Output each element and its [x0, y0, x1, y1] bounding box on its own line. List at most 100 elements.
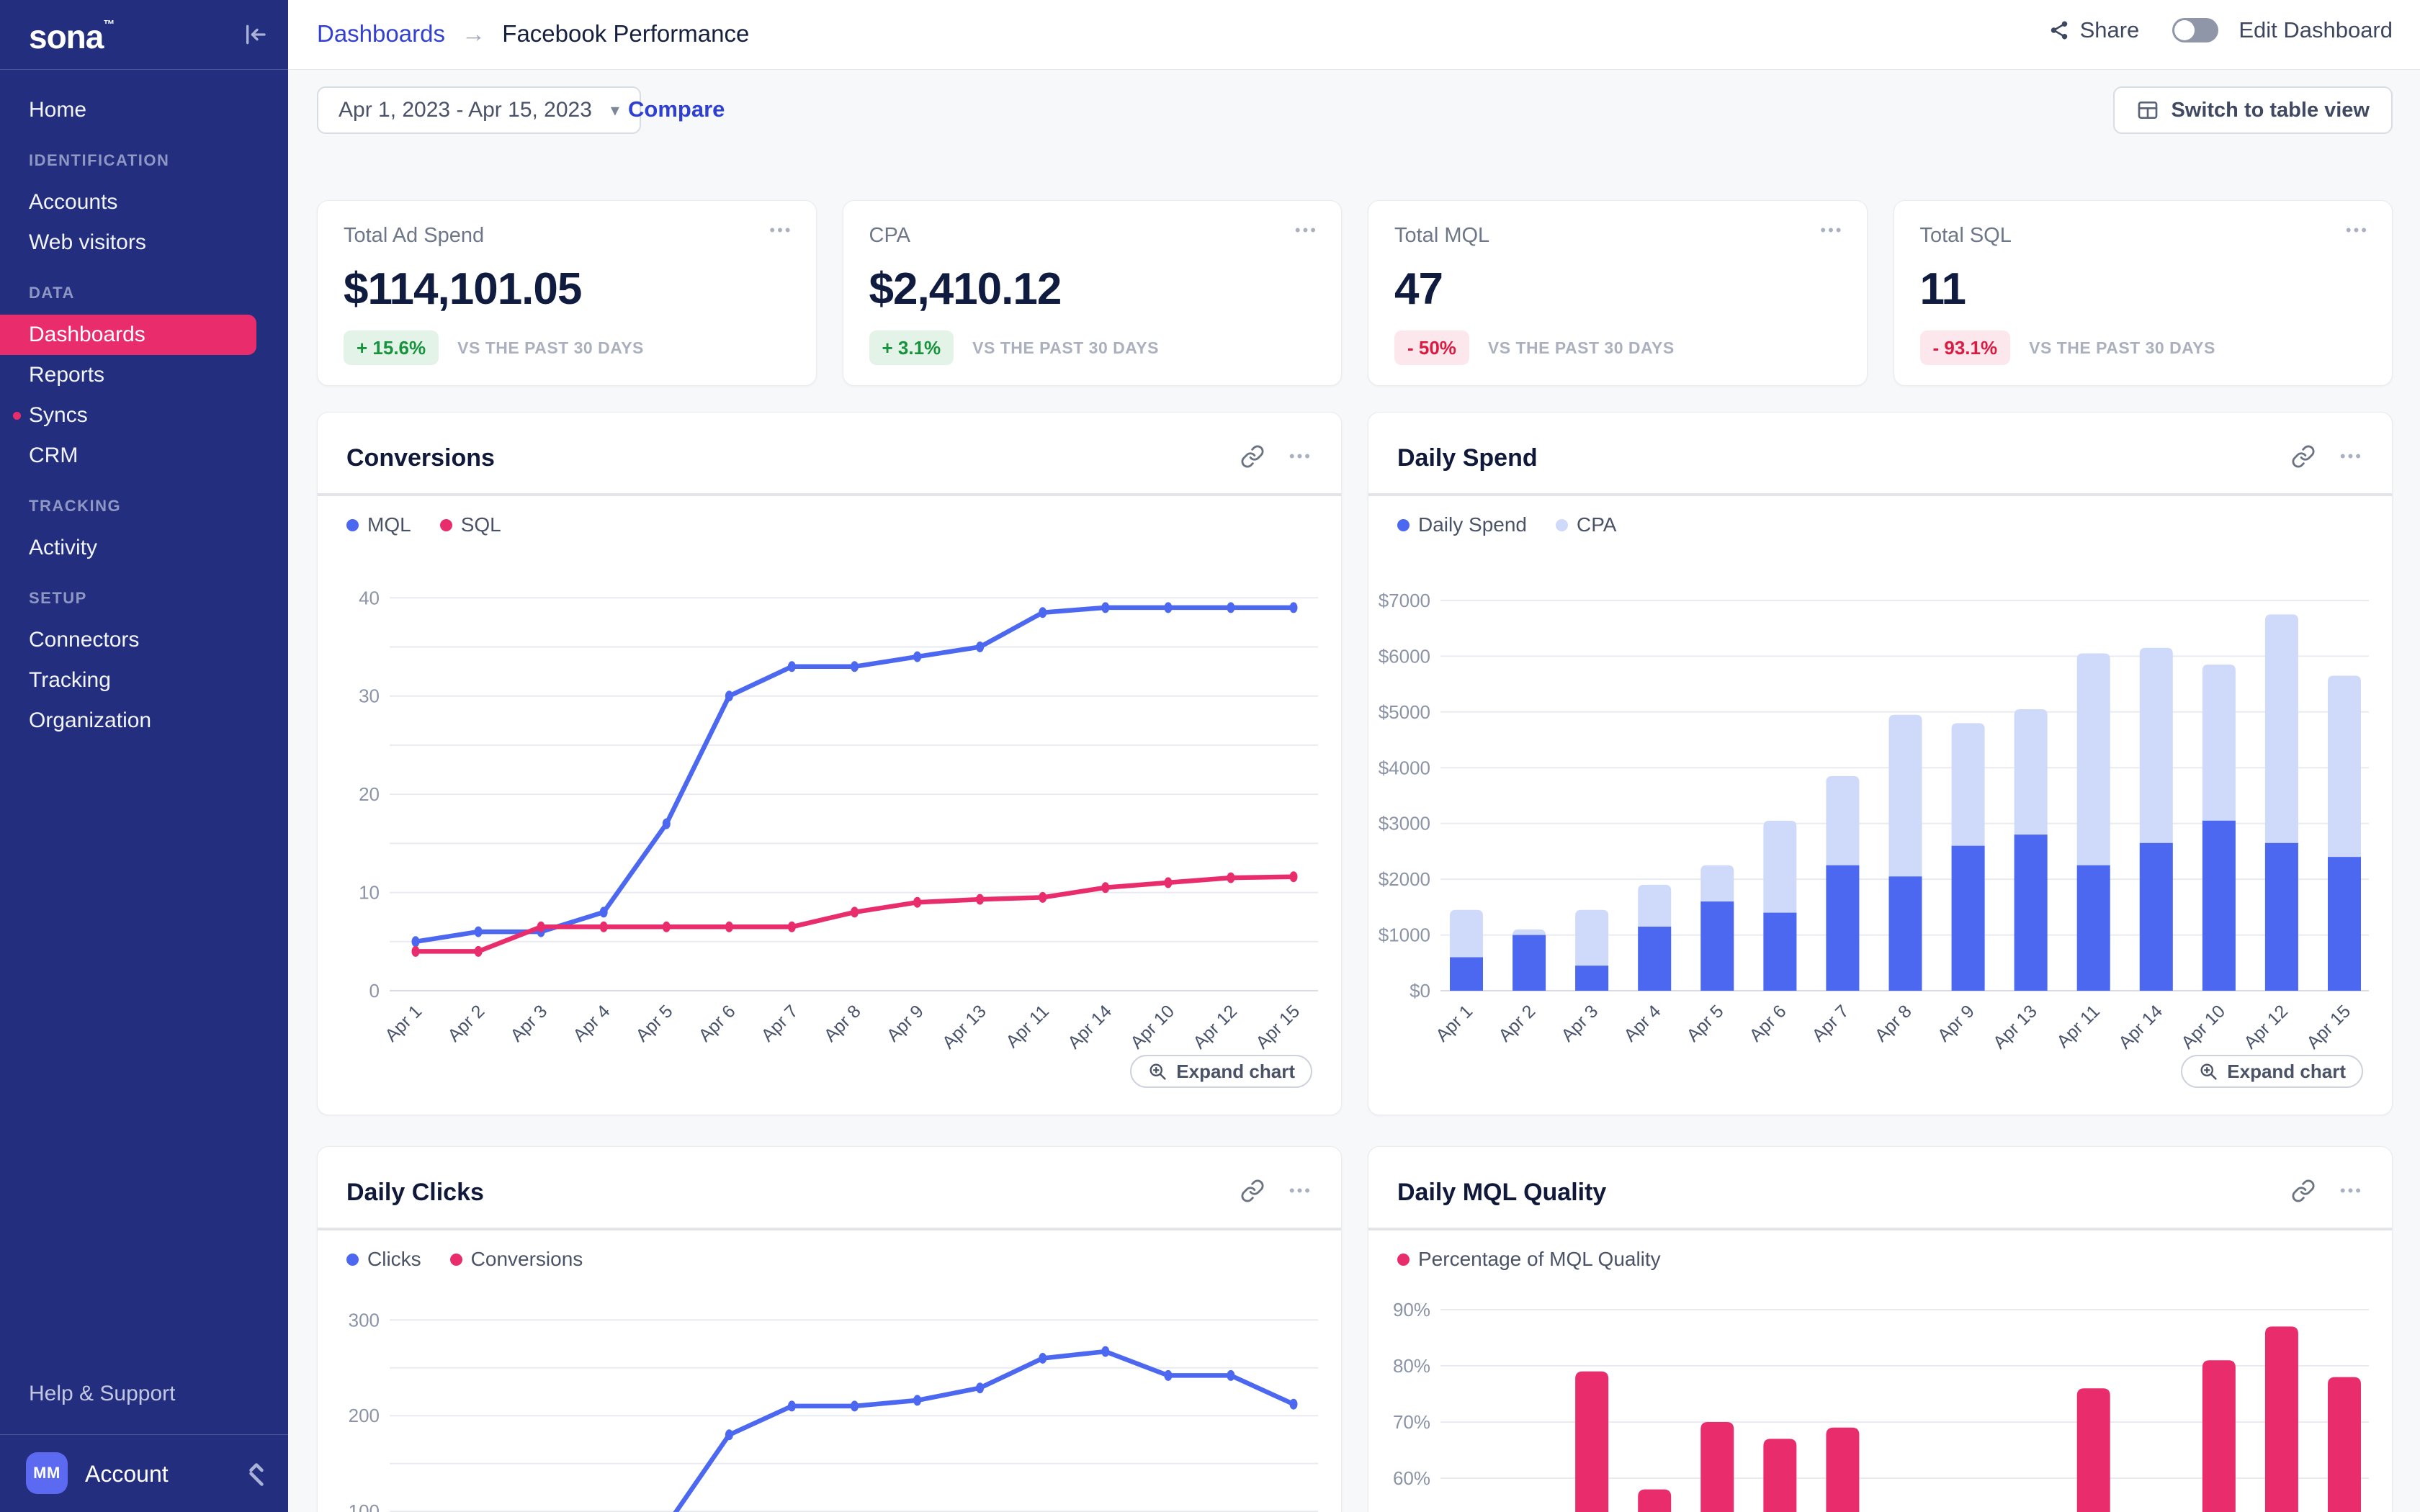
legend-item-sql[interactable]: SQL [439, 513, 501, 536]
legend-dot-icon [449, 1253, 462, 1266]
legend-item-cpa[interactable]: CPA [1555, 513, 1616, 536]
compare-button[interactable]: Compare [628, 96, 725, 122]
sidebar-item-tracking[interactable]: Tracking [0, 660, 256, 701]
kpi-delta-row: + 15.6% VS THE PAST 30 DAYS [344, 330, 644, 365]
svg-text:Apr 10: Apr 10 [1126, 1001, 1178, 1053]
svg-text:100: 100 [349, 1500, 380, 1512]
svg-text:Apr 15: Apr 15 [1252, 1001, 1304, 1053]
account-menu[interactable]: MM Account [0, 1435, 288, 1512]
kpi-card-total-mql: Total MQL ••• 47 - 50% VS THE PAST 30 DAYS [1368, 200, 1868, 386]
sidebar-item-connectors[interactable]: Connectors [0, 620, 256, 660]
chart-canvas-conversions[interactable]: 0 10 20 30 40 Apr 1 Apr 2 Apr 3 Apr 4 Apr 5 Apr 6 A… [318, 570, 1341, 1092]
kpi-title: CPA [869, 224, 910, 247]
expand-chart-button[interactable]: Expand chart [2181, 1055, 2363, 1088]
svg-text:Apr 7: Apr 7 [1809, 1001, 1853, 1045]
sidebar-collapse-icon[interactable] [239, 20, 268, 49]
legend-dot-icon [346, 1253, 359, 1266]
more-options-icon[interactable]: ••• [769, 221, 793, 239]
svg-text:Apr 11: Apr 11 [2053, 1001, 2104, 1052]
sidebar-item-activity[interactable]: Activity [0, 528, 256, 568]
kpi-title: Total Ad Spend [344, 224, 485, 247]
date-range-selector[interactable]: Apr 1, 2023 - Apr 15, 2023 ▾ [317, 86, 641, 134]
legend-item-percentage-of-mql-quality[interactable]: Percentage of MQL Quality [1397, 1248, 1661, 1271]
sidebar-divider [0, 1434, 288, 1435]
svg-text:Apr 9: Apr 9 [1934, 1001, 1978, 1045]
sidebar-item-label: Accounts [29, 190, 118, 214]
kpi-caption: VS THE PAST 30 DAYS [457, 338, 644, 357]
delta-badge: + 3.1% [869, 330, 954, 365]
more-options-icon[interactable]: ••• [2339, 447, 2363, 465]
kpi-card-cpa: CPA ••• $2,410.12 + 3.1% VS THE PAST 30 DAYS [842, 200, 1342, 386]
chart-canvas-daily-spend[interactable]: $0 $1000 $2000 $3000 $4000 $5000 $6000 $7000 Apr… [1368, 570, 2392, 1092]
legend-item-conversions[interactable]: Conversions [449, 1248, 583, 1271]
toolbar: Apr 1, 2023 - Apr 15, 2023 ▾ Compare Swi… [317, 86, 2393, 134]
legend-label: Daily Spend [1418, 513, 1527, 536]
svg-text:Apr 6: Apr 6 [1746, 1001, 1791, 1045]
delta-badge: - 93.1% [1919, 330, 2011, 365]
legend-item-mql[interactable]: MQL [346, 513, 411, 536]
sidebar-item-crm[interactable]: CRM [0, 436, 256, 476]
expand-chart-button[interactable]: Expand chart [1130, 1055, 1312, 1088]
kpi-caption: VS THE PAST 30 DAYS [2029, 338, 2215, 357]
sidebar-logo-row: sona™ [0, 0, 288, 70]
more-options-icon[interactable]: ••• [1820, 221, 1844, 239]
svg-text:Apr 8: Apr 8 [1871, 1001, 1916, 1045]
chevron-down-icon: ▾ [610, 100, 619, 120]
svg-text:$5000: $5000 [1379, 701, 1430, 723]
sidebar-item-label: Home [29, 98, 87, 122]
sidebar-item-reports[interactable]: Reports [0, 355, 256, 395]
chart-title: Daily Clicks [346, 1179, 484, 1206]
svg-text:60%: 60% [1393, 1467, 1430, 1489]
svg-text:Apr 9: Apr 9 [883, 1001, 928, 1045]
more-options-icon[interactable]: ••• [2339, 1182, 2363, 1200]
svg-text:30: 30 [359, 685, 380, 707]
svg-text:70%: 70% [1393, 1411, 1430, 1433]
sidebar-item-accounts[interactable]: Accounts [0, 182, 256, 222]
chart-actions: ••• [2291, 444, 2363, 469]
more-options-icon[interactable]: ••• [1294, 221, 1318, 239]
sidebar-item-dashboards[interactable]: Dashboards [0, 315, 256, 355]
sidebar-item-syncs[interactable]: Syncs [0, 395, 256, 436]
legend-item-daily-spend[interactable]: Daily Spend [1397, 513, 1527, 536]
breadcrumb: Dashboards → Facebook Performance [317, 20, 749, 48]
svg-text:Apr 1: Apr 1 [1432, 1001, 1476, 1045]
kpi-value: 47 [1394, 264, 1443, 314]
more-options-icon[interactable]: ••• [2345, 221, 2369, 239]
edit-dashboard-toggle[interactable] [2172, 18, 2219, 42]
expand-chart-label: Expand chart [1176, 1060, 1295, 1082]
sidebar-item-help-support[interactable]: Help & Support [29, 1382, 176, 1405]
sidebar-item-home[interactable]: Home [0, 90, 256, 130]
chart-legend: MQL SQL [346, 513, 501, 536]
link-icon[interactable] [1240, 444, 1265, 469]
svg-text:$3000: $3000 [1379, 813, 1430, 834]
sidebar-item-web-visitors[interactable]: Web visitors [0, 222, 256, 263]
sidebar-item-label: Activity [29, 536, 98, 559]
sidebar-item-organization[interactable]: Organization [0, 701, 256, 741]
card-divider [318, 1228, 1341, 1230]
svg-text:Apr 3: Apr 3 [506, 1001, 551, 1045]
svg-text:Apr 15: Apr 15 [2303, 1001, 2354, 1053]
share-button[interactable]: Share [2048, 17, 2139, 43]
svg-text:$1000: $1000 [1379, 924, 1430, 946]
trademark-mark: ™ [103, 19, 115, 31]
kpi-card-total-ad-spend: Total Ad Spend ••• $114,101.05 + 15.6% VS TH… [317, 200, 817, 386]
svg-text:Apr 12: Apr 12 [1189, 1001, 1241, 1053]
sona-logo: sona™ [29, 18, 115, 55]
sidebar-item-label: Syncs [29, 403, 88, 427]
link-icon[interactable] [2291, 1179, 2316, 1203]
sidebar-bottom: Help & Support MM Account [0, 1374, 288, 1512]
svg-text:Apr 2: Apr 2 [444, 1001, 488, 1045]
more-options-icon[interactable]: ••• [1289, 1182, 1312, 1200]
legend-dot-icon [1555, 518, 1568, 531]
table-icon [2138, 102, 2158, 119]
delta-badge: - 50% [1394, 330, 1469, 365]
svg-text:Apr 8: Apr 8 [820, 1001, 865, 1045]
legend-item-clicks[interactable]: Clicks [346, 1248, 421, 1271]
more-options-icon[interactable]: ••• [1289, 447, 1312, 465]
breadcrumb-dashboards-link[interactable]: Dashboards [317, 20, 445, 47]
link-icon[interactable] [1240, 1179, 1265, 1203]
link-icon[interactable] [2291, 444, 2316, 469]
switch-to-table-view-button[interactable]: Switch to table view [2113, 86, 2393, 134]
